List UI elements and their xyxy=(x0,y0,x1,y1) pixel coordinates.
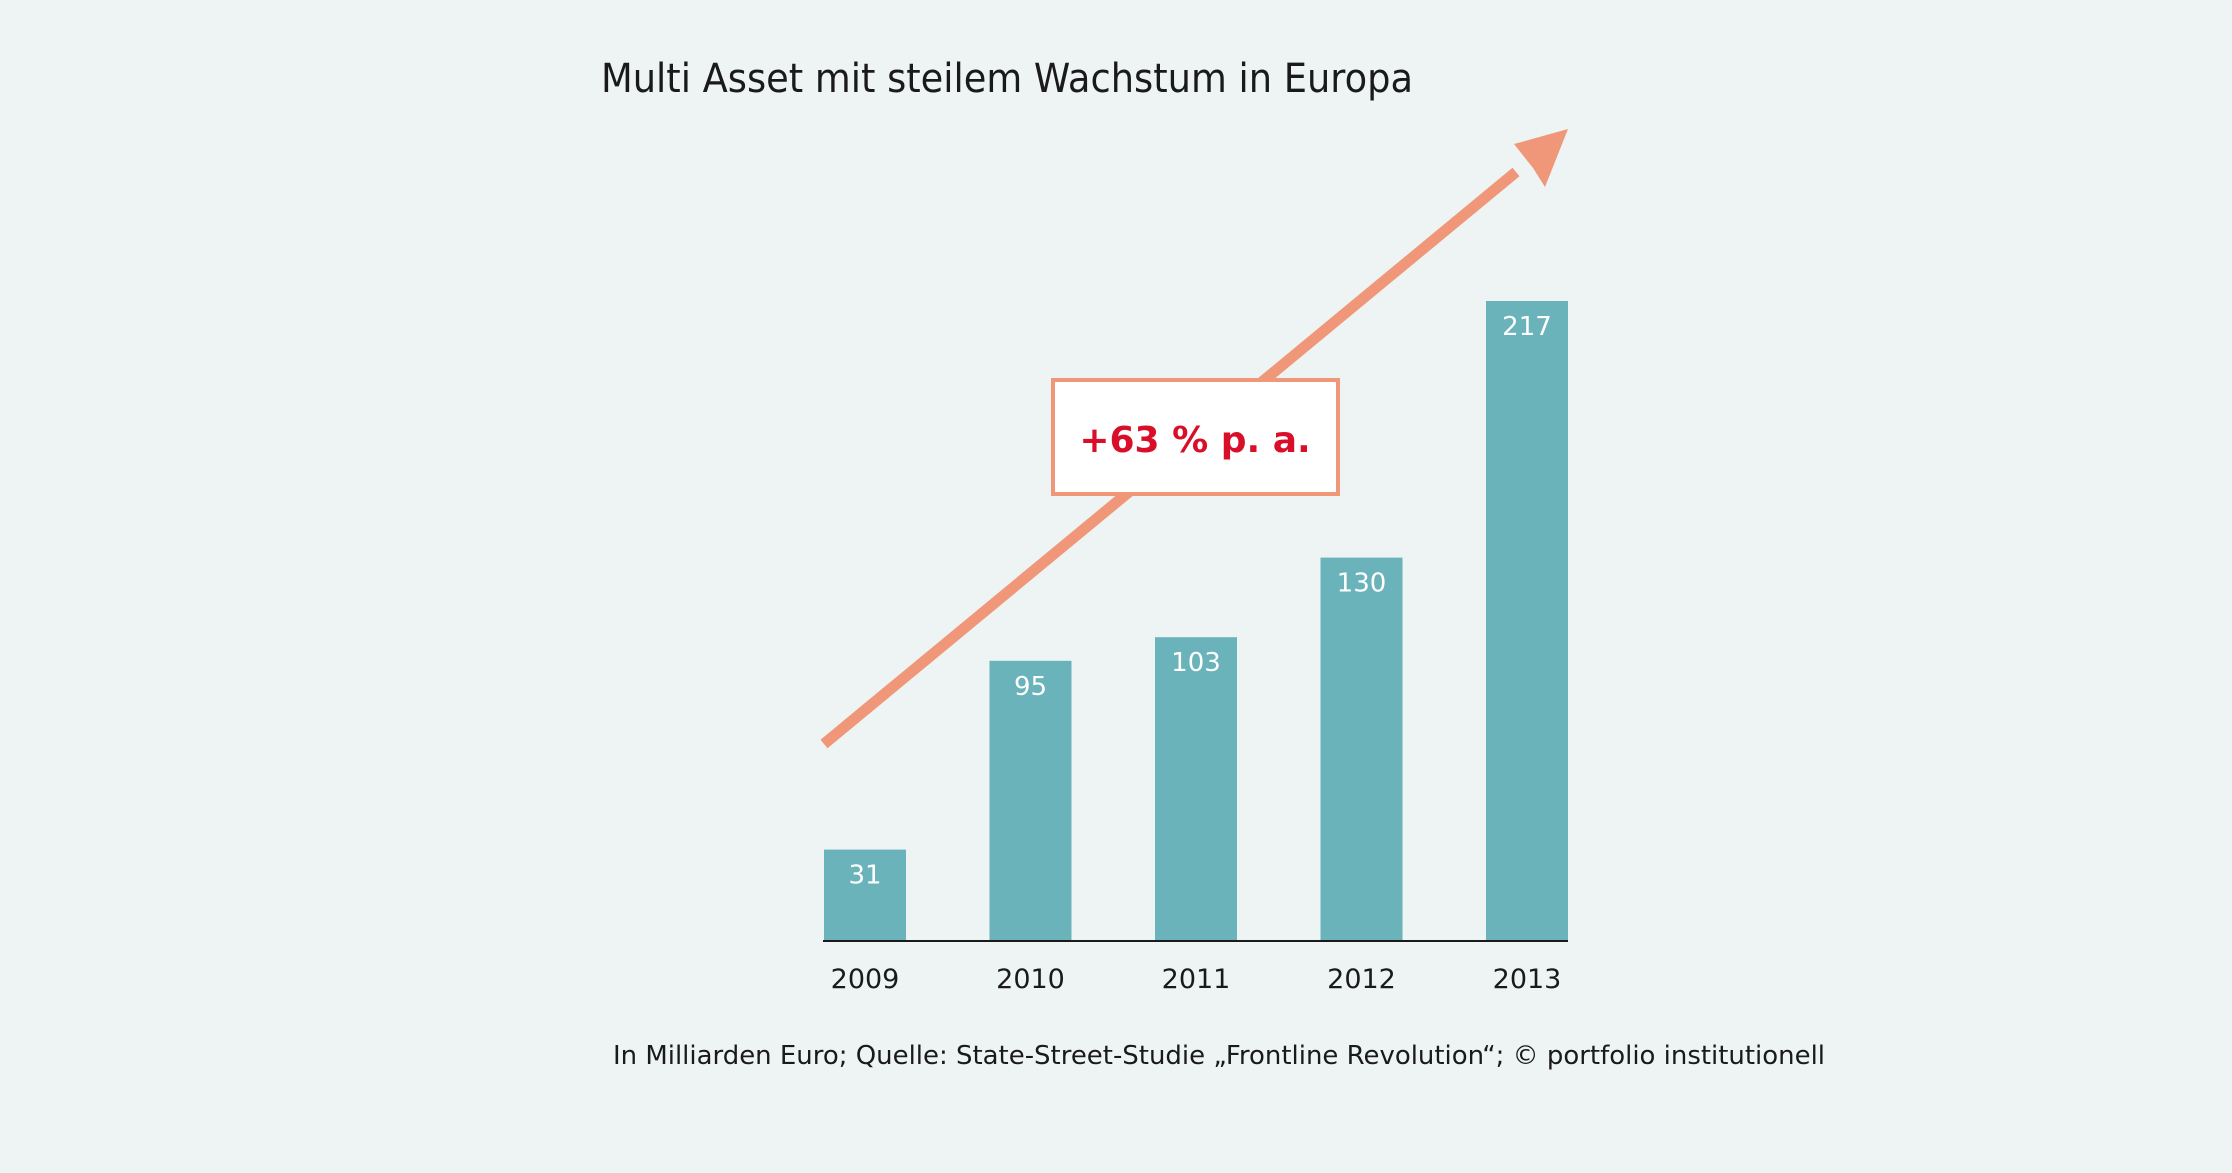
annotation-box xyxy=(1051,378,1340,496)
x-tick-label-2010: 2010 xyxy=(996,964,1065,995)
source-note: In Milliarden Euro; Quelle: State-Street… xyxy=(613,1041,1825,1071)
bar-value-label-2013: 217 xyxy=(1502,312,1552,342)
chart-title: Multi Asset mit steilem Wachstum in Euro… xyxy=(601,56,1413,102)
bar-value-label-2011: 103 xyxy=(1171,648,1221,678)
annotation-label: +63 % p. a. xyxy=(1079,420,1310,461)
bar-2009 xyxy=(824,849,906,941)
growth-annotation: +63 % p. a. xyxy=(1051,378,1340,496)
x-tick-label-2009: 2009 xyxy=(831,964,900,995)
bar-2012 xyxy=(1320,557,1403,941)
bar-value-label-2009: 31 xyxy=(848,861,881,891)
x-tick-label-2012: 2012 xyxy=(1327,964,1396,995)
x-tick-label-2011: 2011 xyxy=(1162,964,1231,995)
bar-value-label-2012: 130 xyxy=(1337,569,1387,599)
trend-arrow-head xyxy=(1514,129,1568,187)
bars-group: 31 95 103 130 217 xyxy=(824,301,1568,941)
bar-2010 xyxy=(989,660,1072,941)
x-axis-ticks: 2009 2010 2011 2012 2013 xyxy=(831,964,1562,995)
x-tick-label-2013: 2013 xyxy=(1493,964,1562,995)
bar-2013 xyxy=(1486,301,1568,941)
bar-2011 xyxy=(1155,637,1237,941)
bar-value-label-2010: 95 xyxy=(1014,672,1047,702)
